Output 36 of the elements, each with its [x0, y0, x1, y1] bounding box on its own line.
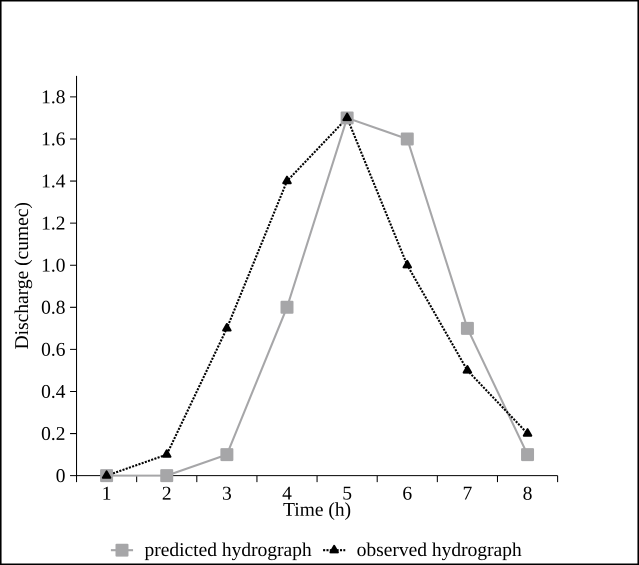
point	[222, 322, 232, 332]
point	[280, 300, 294, 314]
x-tick-label: 6	[403, 486, 412, 500]
y-tick-label: 0.8	[42, 300, 65, 314]
y-tick-label: 0.4	[42, 384, 66, 398]
x-tick-label: 5	[343, 486, 352, 500]
x-tick-label: 2	[162, 486, 171, 500]
y-tick-label: 1.2	[42, 216, 64, 230]
point	[402, 260, 412, 268]
point	[160, 469, 174, 482]
point	[522, 428, 532, 437]
y-tick-label: 1.6	[42, 132, 65, 146]
y-tick-label: 1.0	[42, 258, 65, 272]
x-tick-label: 7	[464, 486, 472, 500]
point	[400, 132, 414, 146]
y-tick-label: 0.2	[42, 426, 64, 440]
y-tick-label: 0	[56, 469, 65, 482]
y-tick-label: 0.6	[42, 342, 65, 356]
x-tick-label: 1	[103, 486, 110, 500]
legend-label: observed hydrograph	[357, 542, 522, 560]
point	[460, 322, 474, 335]
point	[462, 365, 472, 374]
y-tick-label: 1.8	[42, 90, 65, 104]
point	[162, 449, 172, 458]
y-tick-label: 1.4	[42, 174, 66, 188]
point	[521, 448, 534, 462]
y-axis-title: Discharge (cumec)	[14, 202, 32, 349]
x-tick-label: 8	[523, 486, 532, 500]
legend-label: predicted hydrograph	[144, 542, 312, 560]
x-axis-title: Time (h)	[283, 502, 350, 520]
x-tick-label: 3	[222, 486, 231, 500]
point	[342, 112, 352, 122]
point	[102, 470, 112, 479]
point	[220, 448, 234, 462]
x-tick-label: 4	[282, 486, 292, 500]
point	[282, 176, 292, 184]
